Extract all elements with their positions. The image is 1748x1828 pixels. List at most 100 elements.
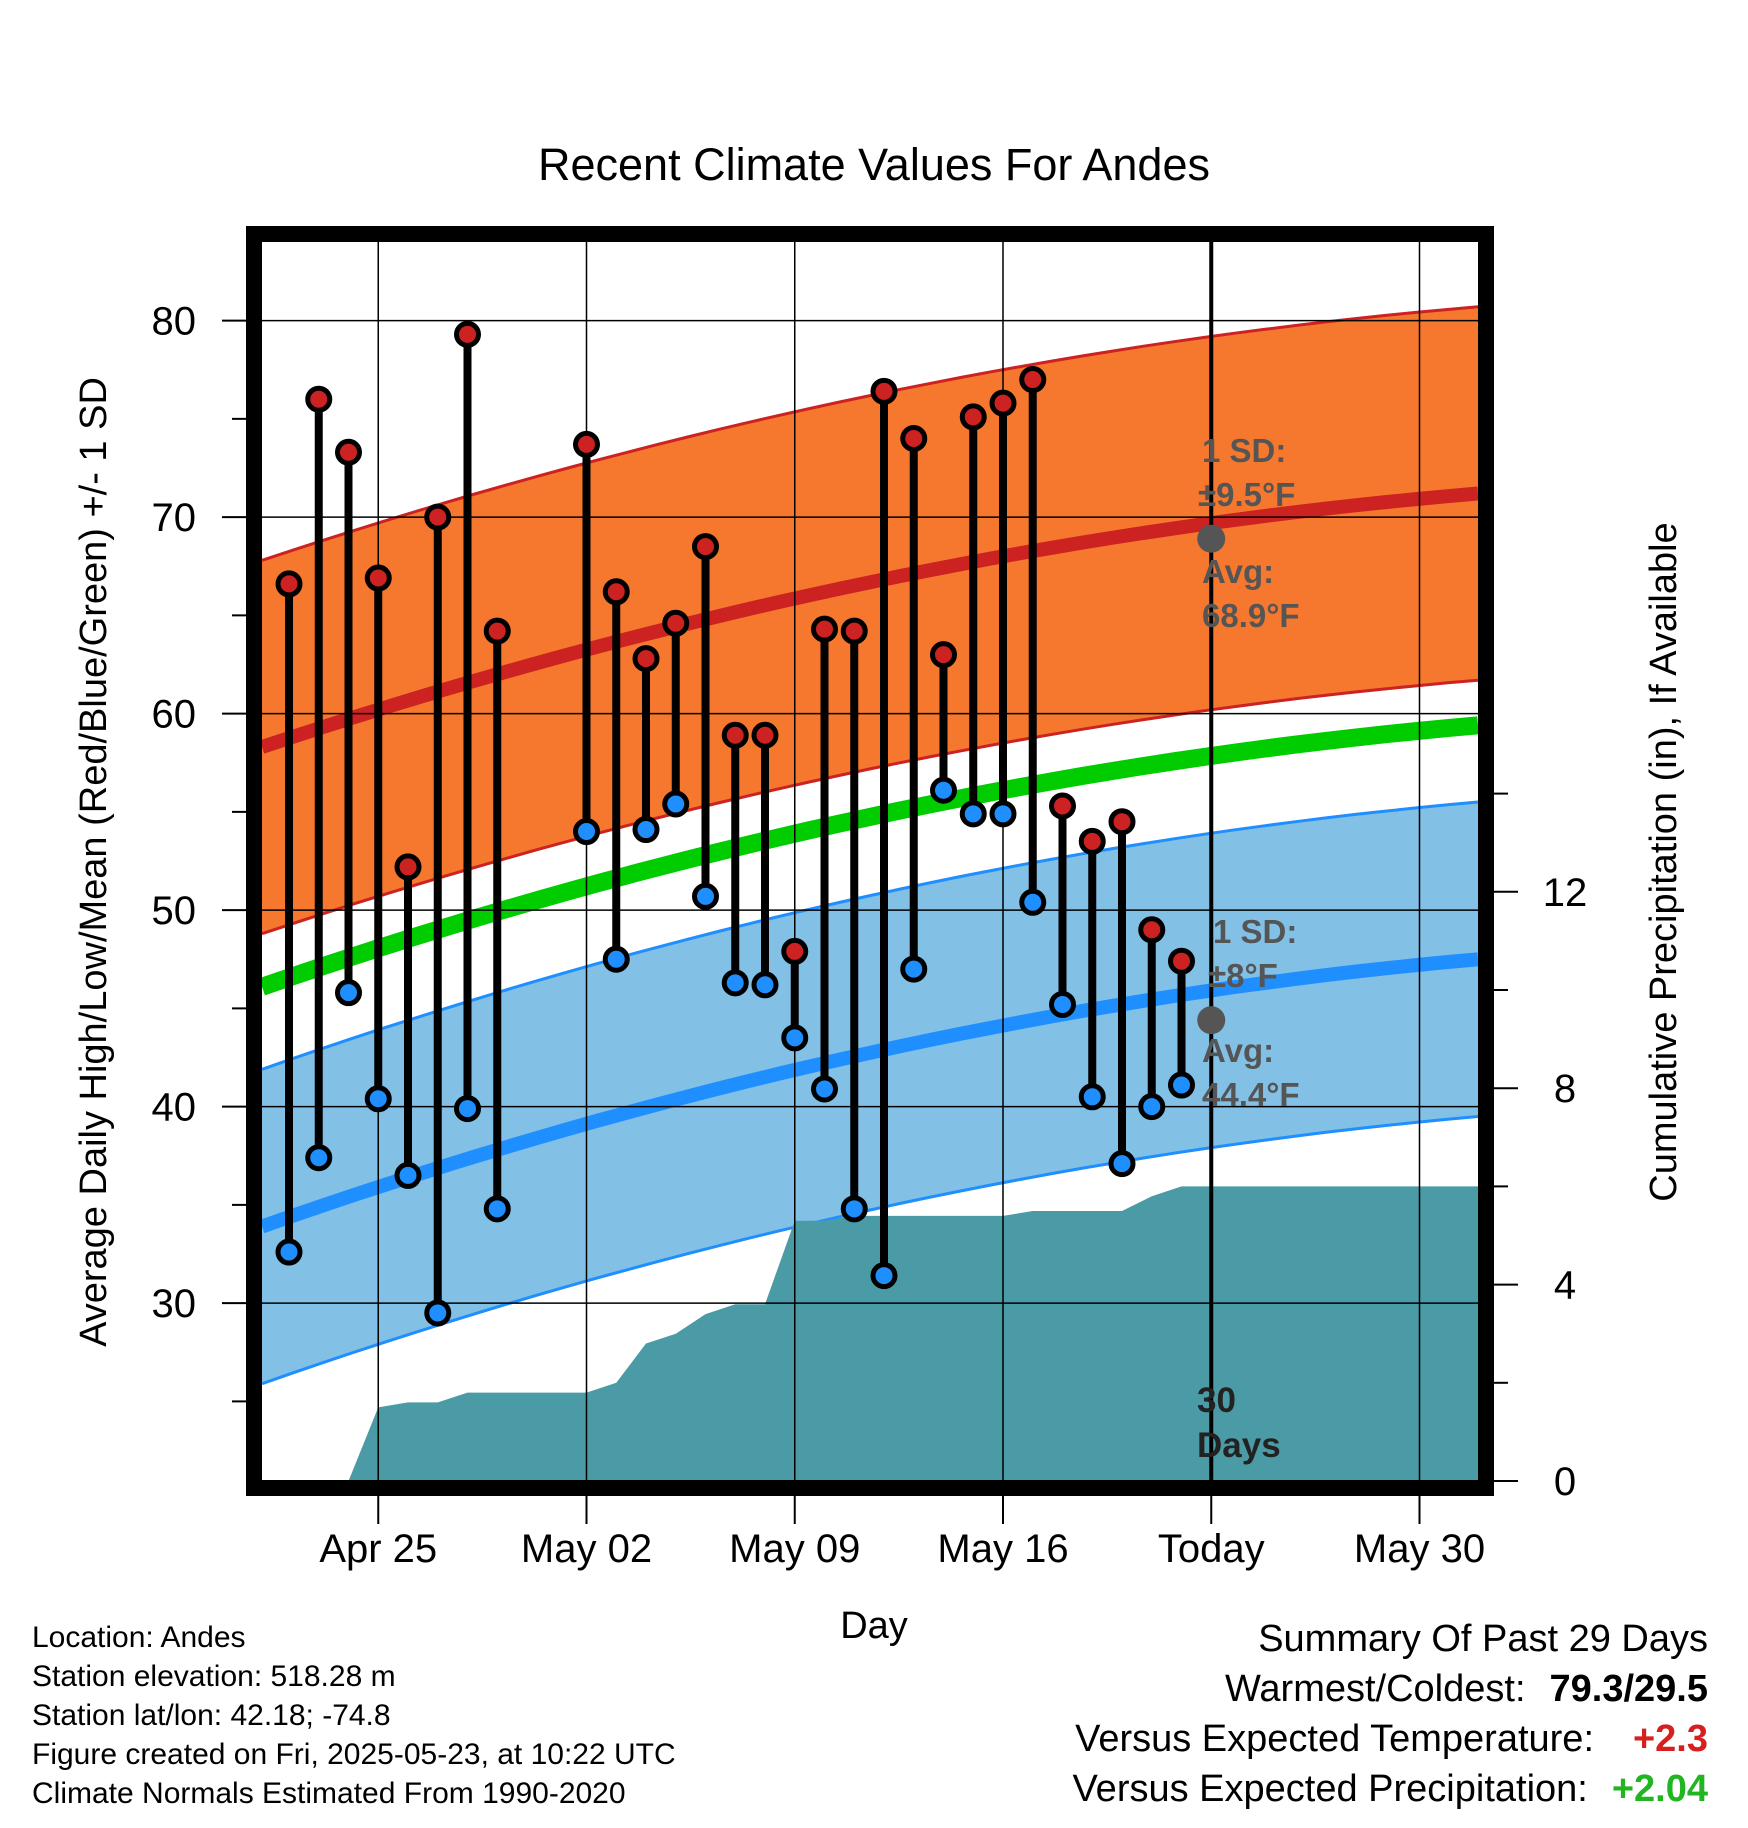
high-point: [930, 641, 957, 669]
low-point: [602, 945, 630, 973]
high-point: [1078, 827, 1106, 855]
today-low-avg-dot: [1197, 1006, 1226, 1035]
warm-cold-row: Warmest/Coldest: 79.3/29.5: [1072, 1664, 1708, 1714]
high-point: [364, 564, 392, 592]
x-tick-label: May 02: [521, 1527, 652, 1571]
y-tick-label: 40: [152, 1086, 197, 1130]
low-avg-value: 44.4°F: [1202, 1076, 1300, 1113]
high-sd-label: 1 SD:: [1202, 432, 1286, 469]
high-point: [394, 853, 422, 881]
location-text: Location: Andes: [32, 1621, 246, 1654]
today-marker: 1 SD: ±9.5°F Avg: 68.9°F 1 SD: ±8°F Avg: 44.4°F…: [1197, 242, 1300, 1480]
temp-value: +2.3: [1632, 1718, 1708, 1760]
high-point: [454, 320, 481, 348]
days-number: 30: [1197, 1381, 1236, 1420]
low-point: [930, 776, 957, 804]
high-point: [840, 617, 868, 645]
low-point: [870, 1262, 898, 1290]
precip-label: Versus Expected Precipitation:: [1072, 1768, 1588, 1810]
warm-cold-value: 79.3/29.5: [1549, 1668, 1708, 1710]
y-tick-label: 60: [152, 693, 197, 737]
summary-panel: Summary Of Past 29 Days Warmest/Coldest:…: [1072, 1614, 1708, 1814]
plot-border: [246, 226, 1494, 1496]
y2-tick-label: 8: [1554, 1067, 1576, 1111]
low-point: [424, 1299, 452, 1327]
station-info: Location: Andes Station elevation: 518.2…: [32, 1618, 676, 1813]
high-point: [424, 503, 452, 531]
low-point: [811, 1075, 838, 1103]
low-sd-value: ±8°F: [1208, 957, 1278, 994]
high-point: [1138, 916, 1166, 944]
y-tick-label: 50: [152, 889, 197, 933]
low-point: [1049, 990, 1076, 1018]
today-high-avg-dot: [1197, 524, 1226, 553]
high-sd-band: [262, 306, 1478, 934]
high-point: [335, 438, 362, 466]
low-sd-label: 1 SD:: [1213, 913, 1297, 950]
high-point: [305, 385, 333, 413]
low-avg-label: Avg:: [1202, 1032, 1274, 1069]
high-avg-value: 68.9°F: [1202, 597, 1300, 634]
high-point: [662, 609, 690, 637]
low-point: [1138, 1093, 1166, 1121]
low-point: [1108, 1150, 1136, 1178]
plot-frame: [246, 226, 1494, 1496]
y2-tick-label: 4: [1554, 1264, 1576, 1308]
y-tick-label: 30: [152, 1282, 197, 1326]
high-point: [1019, 366, 1047, 394]
low-point: [394, 1161, 422, 1189]
high-point: [602, 578, 630, 606]
created-text: Figure created on Fri, 2025-05-23, at 10…: [32, 1738, 676, 1771]
low-point: [662, 790, 690, 818]
high-point: [275, 570, 303, 598]
precipitation-fill: [348, 1186, 1478, 1480]
x-tick-label: Apr 25: [319, 1527, 437, 1571]
high-point: [1108, 808, 1136, 836]
y2-tick-label: 12: [1543, 871, 1588, 915]
y2-axis-title: Cumulative Precipitation (in), If Availa…: [1643, 522, 1685, 1201]
low-normal-line: [262, 952, 1478, 1234]
low-point: [900, 955, 928, 983]
high-point: [870, 377, 898, 405]
days-word: Days: [1197, 1426, 1281, 1465]
low-sd-band: [262, 802, 1478, 1384]
temp-label: Versus Expected Temperature:: [1075, 1718, 1594, 1760]
high-point: [751, 721, 779, 749]
x-tick-label: May 16: [937, 1527, 1068, 1571]
low-point: [632, 816, 660, 844]
low-point: [364, 1085, 392, 1113]
low-point: [781, 1024, 809, 1052]
low-point: [989, 800, 1017, 828]
low-point: [275, 1238, 303, 1266]
high-point: [573, 430, 600, 458]
low-point: [692, 882, 719, 910]
daily-points: [275, 320, 1195, 1327]
low-point: [483, 1195, 511, 1223]
x-tick-label: May 30: [1354, 1527, 1485, 1571]
high-point: [1049, 792, 1076, 820]
high-point: [900, 425, 928, 453]
latlon-text: Station lat/lon: 42.18; -74.8: [32, 1699, 391, 1732]
low-point: [751, 971, 779, 999]
high-point: [692, 533, 719, 561]
high-point: [1168, 947, 1195, 975]
x-axis-title: Day: [840, 1605, 908, 1647]
warm-cold-label: Warmest/Coldest:: [1224, 1668, 1526, 1710]
high-point: [721, 721, 749, 749]
y-tick-label: 70: [152, 496, 197, 540]
summary-heading: Summary Of Past 29 Days: [1258, 1618, 1708, 1660]
high-sd-value: ±9.5°F: [1198, 476, 1295, 513]
low-point: [305, 1144, 333, 1172]
precip-value: +2.04: [1611, 1768, 1708, 1810]
low-point: [840, 1195, 868, 1223]
low-band-lower-edge: [262, 1115, 1478, 1386]
temp-row: Versus Expected Temperature: +2.3: [1072, 1714, 1708, 1764]
low-point: [1019, 888, 1047, 916]
x-tick-label: May 09: [729, 1527, 860, 1571]
low-point: [335, 979, 362, 1007]
y2-tick-label: 0: [1554, 1460, 1576, 1504]
precip-row: Versus Expected Precipitation: +2.04: [1072, 1764, 1708, 1814]
high-point: [811, 615, 838, 643]
high-point: [483, 617, 511, 645]
